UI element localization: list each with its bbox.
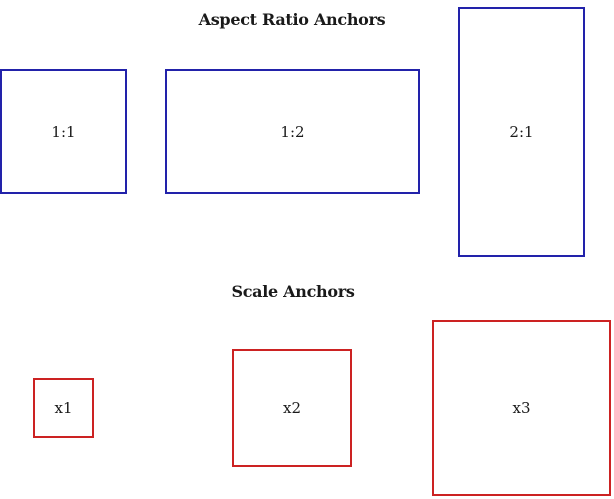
scale-anchor-x2: x2 <box>232 349 352 467</box>
scale-anchor-label: x2 <box>282 399 301 417</box>
aspect-anchor-2-1: 2:1 <box>458 7 585 257</box>
scale-anchor-label: x1 <box>54 399 73 417</box>
aspect-anchor-label: 1:1 <box>51 122 76 141</box>
scale-anchor-x1: x1 <box>33 378 94 438</box>
aspect-anchor-1-2: 1:2 <box>165 69 420 194</box>
scale-anchor-x3: x3 <box>432 320 611 496</box>
aspect-anchor-label: 1:2 <box>280 122 305 141</box>
aspect-anchor-1-1: 1:1 <box>0 69 127 194</box>
scale-title: Scale Anchors <box>231 282 355 301</box>
aspect-ratio-title: Aspect Ratio Anchors <box>198 10 386 29</box>
scale-anchor-label: x3 <box>512 399 531 417</box>
aspect-anchor-label: 2:1 <box>509 123 534 141</box>
